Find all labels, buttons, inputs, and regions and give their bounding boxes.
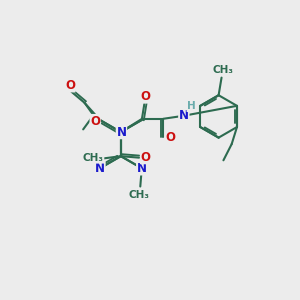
Text: CH₃: CH₃ [128, 190, 149, 200]
Text: H: H [187, 101, 196, 111]
Text: O: O [90, 115, 100, 128]
Text: N: N [116, 125, 126, 139]
Text: O: O [141, 151, 151, 164]
Text: N: N [179, 109, 189, 122]
Text: N: N [95, 162, 105, 175]
Text: N: N [137, 162, 147, 175]
Text: CH₃: CH₃ [83, 153, 104, 163]
Text: O: O [140, 90, 150, 103]
Text: CH₃: CH₃ [212, 65, 233, 76]
Text: O: O [166, 131, 176, 144]
Text: O: O [65, 79, 75, 92]
